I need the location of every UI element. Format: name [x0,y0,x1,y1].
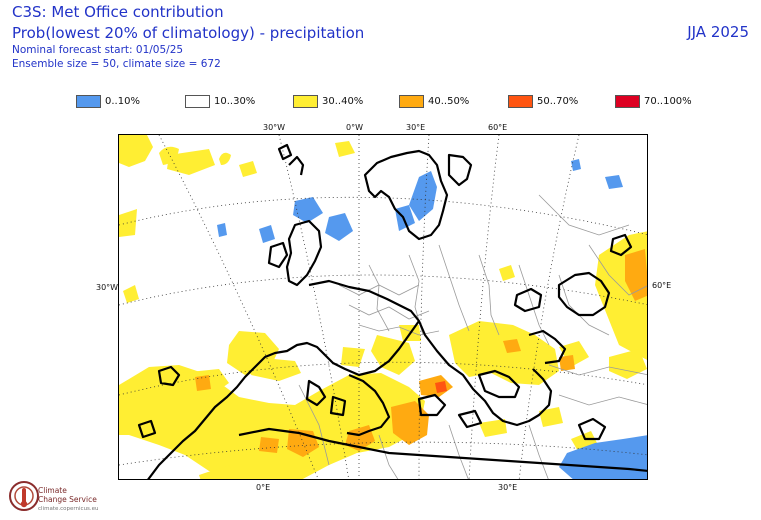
legend-label: 40..50% [428,95,470,107]
ensemble-info-text: Ensemble size = 50, climate size = 672 [12,58,221,70]
legend-swatch-40-50 [399,94,424,108]
copernicus-logo [9,481,39,511]
legend-swatch-10-30 [185,94,210,108]
lat-label-left: 30°W [96,283,119,292]
logo-line1: Climate [38,486,67,495]
legend-swatch-70-100 [615,94,640,108]
prob-50-70-regions [435,381,447,393]
legend-swatch-0-10 [76,94,101,108]
legend-item: 0..10% [76,93,140,109]
lat-label-right: 60°E [652,281,672,290]
legend-label: 70..100% [644,95,692,107]
lon-label-bottom: 30°E [498,483,518,492]
forecast-start-text: Nominal forecast start: 01/05/25 [12,44,184,56]
logo-url: climate.copernicus.eu [38,506,99,512]
coastlines [137,143,647,479]
legend-item: 40..50% [399,93,469,109]
lon-label-top: 60°E [488,123,508,132]
lon-label-top: 0°W [346,123,363,132]
graticule [119,135,647,479]
lon-label-top: 30°W [263,123,286,132]
logo-ring-icon [9,481,39,511]
legend-item: 30..40% [293,93,363,109]
logo-line2: Change Service [38,495,97,504]
legend-label: 30..40% [322,95,364,107]
legend-item: 10..30% [185,93,255,109]
prob-40-50-regions [195,249,647,457]
legend-swatch-50-70 [508,94,533,108]
map-canvas [119,135,647,479]
chart-title: C3S: Met Office contribution [12,3,224,21]
legend-item: 50..70% [508,93,578,109]
legend-item: 70..100% [615,93,692,109]
probability-map [118,134,648,480]
season-label: JJA 2025 [687,23,749,41]
legend-label: 0..10% [105,95,140,107]
lon-label-bottom: 0°E [256,483,271,492]
logo-text: Climate Change Service [38,486,97,504]
legend-label: 50..70% [537,95,579,107]
legend-swatch-30-40 [293,94,318,108]
legend-label: 10..30% [214,95,256,107]
chart-subtitle: Prob(lowest 20% of climatology) - precip… [12,24,365,42]
lon-label-top: 30°E [406,123,426,132]
